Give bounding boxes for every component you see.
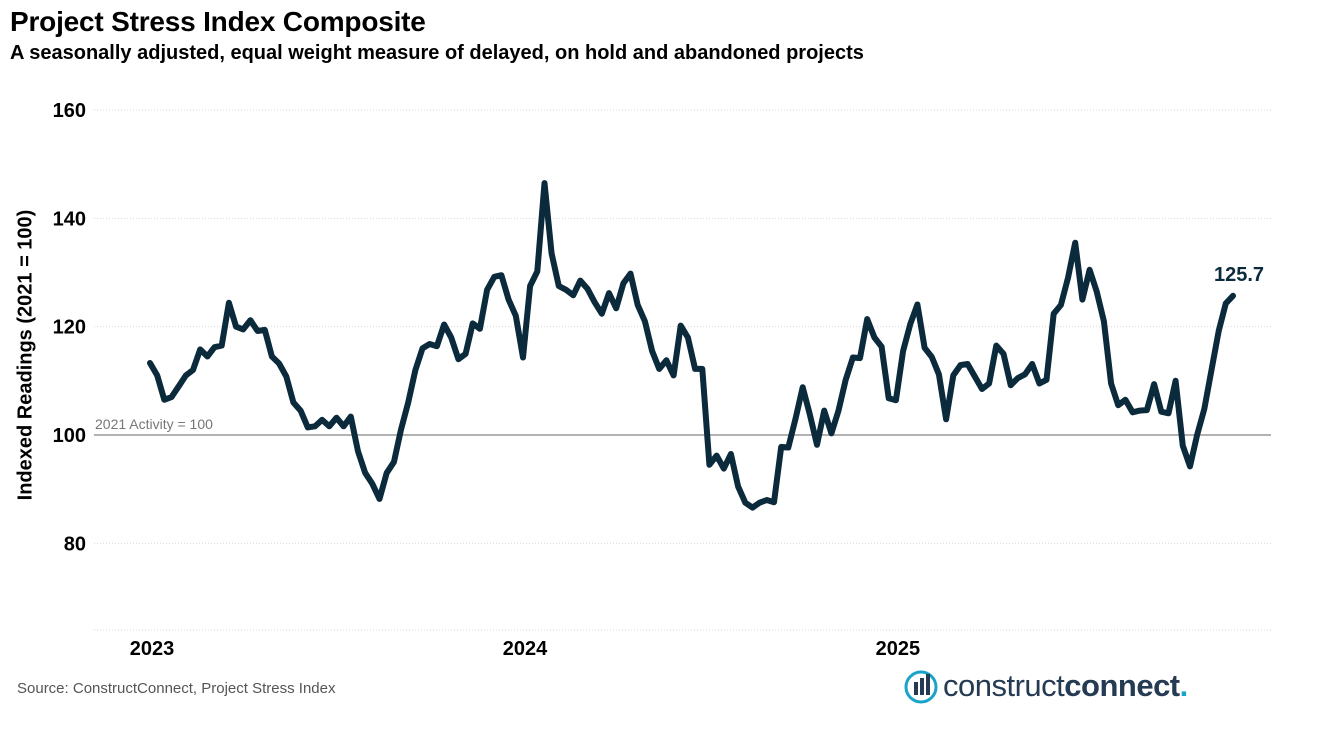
series-line: [147, 180, 1236, 511]
y-axis-ticks: 80 100 120 140 160: [53, 100, 86, 555]
gridlines: [94, 109, 1271, 631]
logo-text-bold: connect: [1064, 668, 1180, 703]
y-tick-label: 120: [53, 317, 86, 339]
chart-title: Project Stress Index Composite: [10, 6, 426, 37]
y-tick-label: 140: [53, 208, 86, 230]
logo-text-light: construct: [943, 668, 1065, 703]
end-value-label: 125.7: [1214, 264, 1264, 286]
series-group: [147, 180, 1236, 511]
x-tick-label: 2024: [503, 638, 548, 660]
y-tick-label: 80: [64, 533, 86, 555]
logo-mark-icon: [904, 670, 938, 704]
constructconnect-logo: construct connect.: [903, 668, 1188, 704]
source-note: Source: ConstructConnect, Project Stress…: [17, 680, 336, 697]
chart-subtitle: A seasonally adjusted, equal weight meas…: [10, 42, 864, 64]
logo-dot: .: [1179, 668, 1189, 703]
x-axis-ticks: 2023 2024 2025: [130, 638, 920, 660]
y-tick-label: 100: [53, 425, 86, 447]
y-tick-label: 160: [53, 100, 86, 122]
x-tick-label: 2023: [130, 638, 175, 660]
reference-line-label: 2021 Activity = 100: [95, 416, 213, 432]
x-tick-label: 2025: [876, 638, 921, 660]
reference-line-group: 2021 Activity = 100: [94, 416, 1271, 436]
